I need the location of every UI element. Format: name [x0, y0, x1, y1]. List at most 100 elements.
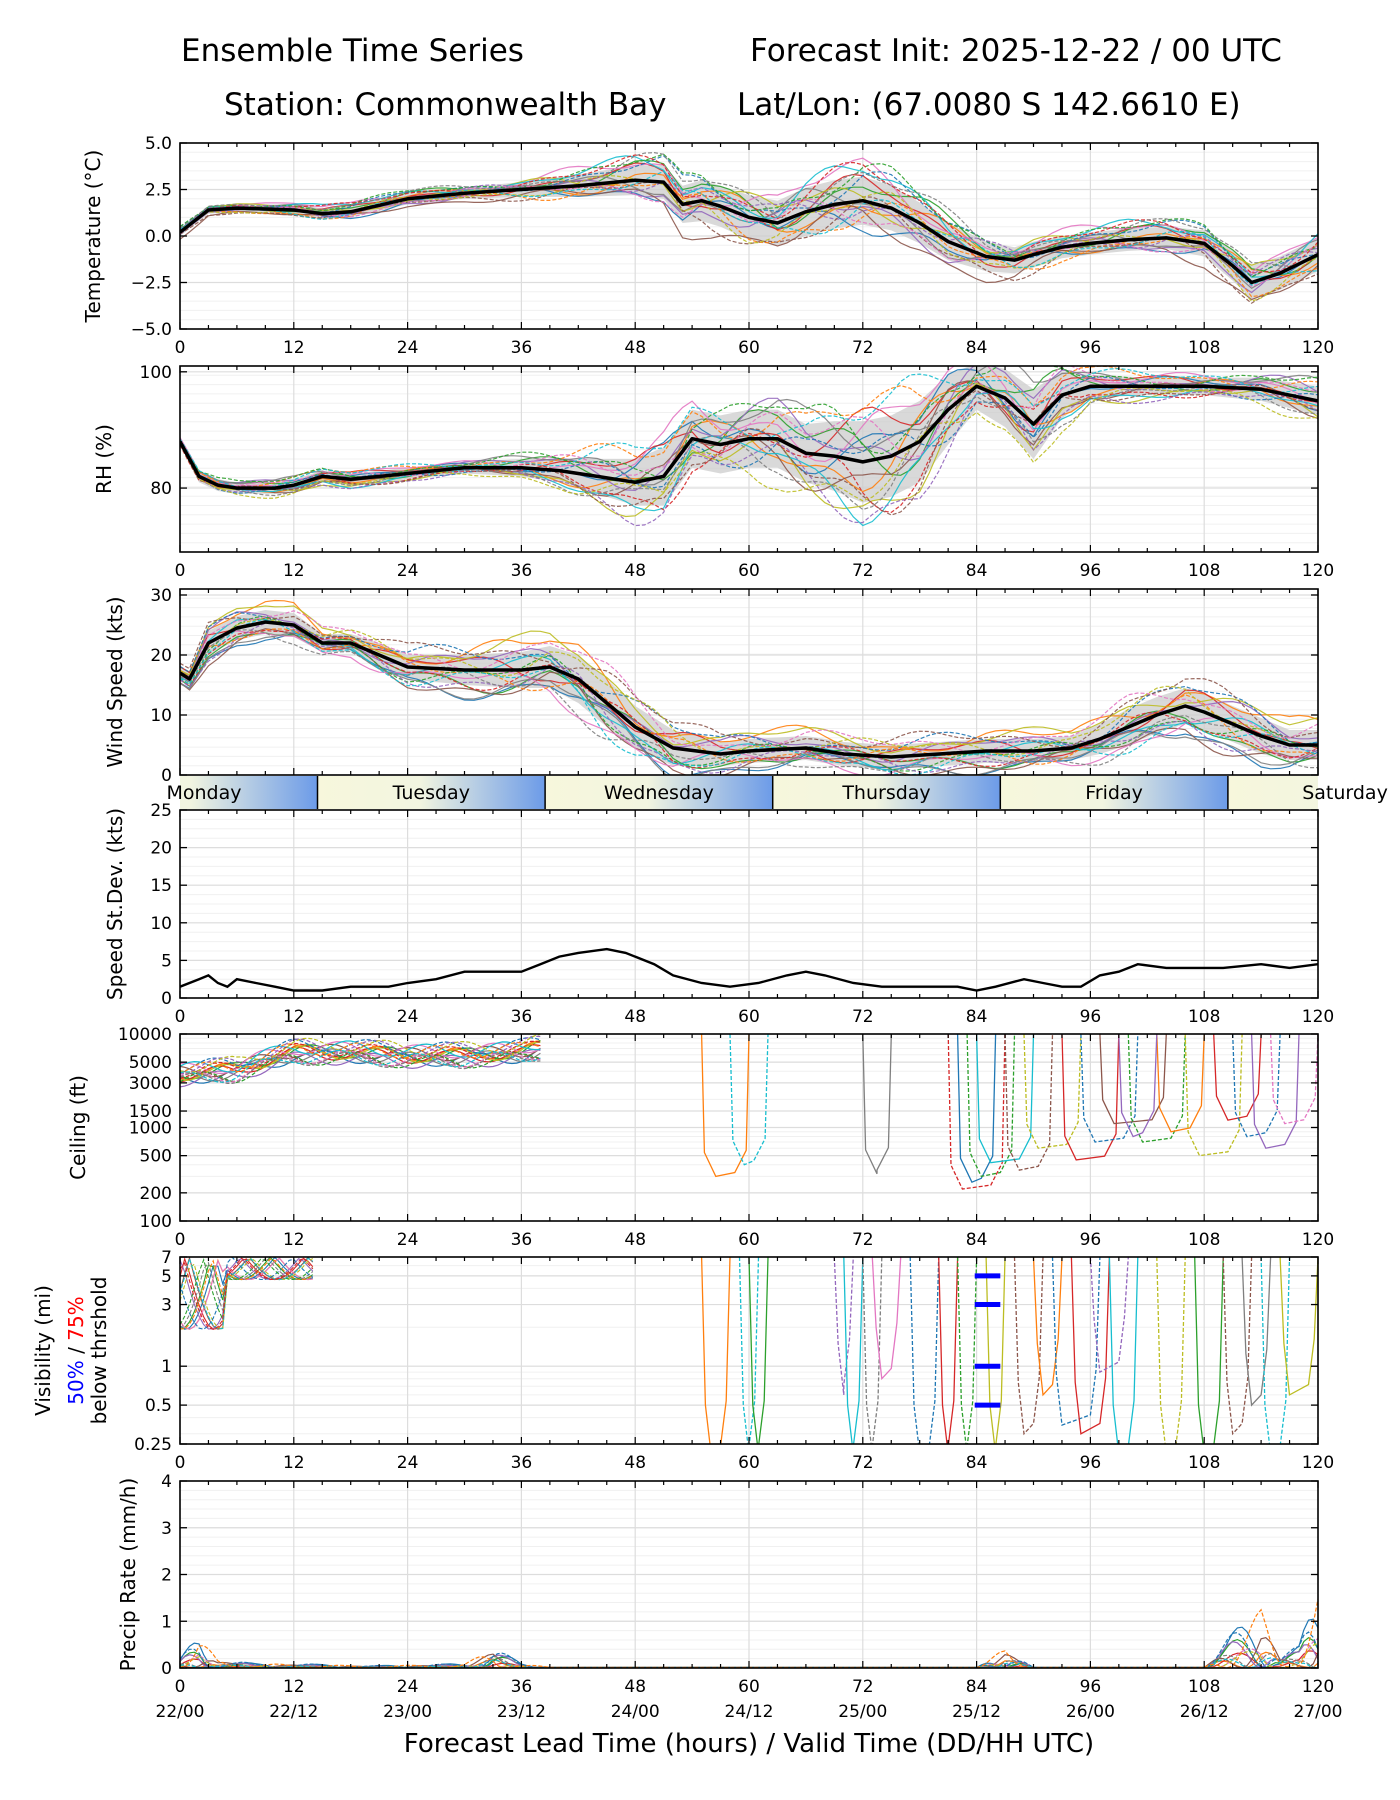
y-tick-label: 1500: [129, 1102, 172, 1122]
ensemble-member-line: [180, 1034, 541, 1074]
x-tick-label: 120: [1302, 1007, 1334, 1027]
ensemble-mean-line: [180, 178, 1318, 285]
y-tick-label: 80: [150, 479, 172, 499]
day-band: [1000, 776, 1228, 809]
y-tick-label: 3: [161, 1519, 172, 1539]
ensemble-member-line: [180, 180, 1318, 304]
panel-temp: −5.0 −2.5 0.0 2.5 5.0 0 12 24 36 48 60 72 84 96 108 120…: [81, 134, 1334, 358]
y-tick-label: 500: [140, 1147, 172, 1167]
grid-precip: [179, 1480, 1319, 1669]
ensemble-member-line: [180, 1051, 541, 1084]
ensemble-member-line: [180, 605, 1318, 754]
x-tick-label: 84: [966, 1677, 988, 1697]
x-tick-label: 12: [283, 1007, 305, 1027]
ensemble-member-line: [180, 383, 1318, 511]
ensemble-member-line: [180, 1049, 541, 1083]
ensemble-member-line: [180, 1050, 541, 1083]
y-tick-label: −5.0: [131, 320, 172, 340]
y-tick-label: 2: [161, 1566, 172, 1586]
x-tick-label: 72: [852, 561, 874, 581]
x-tick-label: 48: [624, 1677, 646, 1697]
x-tick-label: 60: [738, 1007, 760, 1027]
panel-rh: 80 100 0 12 24 36 48 60 72 84 96 108 120 RH (%): [92, 363, 1334, 581]
y-tick-label: 30: [150, 586, 172, 606]
y-axis-label: Speed St.Dev. (kts): [103, 808, 127, 1000]
ensemble-member-line: [180, 630, 1318, 775]
ensemble-member-line: [180, 628, 1318, 765]
ensemble-member-line: [180, 1035, 541, 1075]
valid-time-label: 26/12: [1180, 1702, 1229, 1722]
valid-time-label: 24/12: [725, 1702, 774, 1722]
ensemble-member-line: [180, 1037, 541, 1074]
valid-time-label: 23/12: [497, 1702, 546, 1722]
title-right: Forecast Init: 2025-12-22 / 00 UTC: [750, 33, 1282, 69]
ensemble-member-line: [180, 599, 1318, 752]
x-tick-label: 72: [852, 1453, 874, 1473]
x-tick-label: 0: [175, 1453, 186, 1473]
ensemble-member-ceiling-dip: [947, 1034, 1006, 1190]
x-tick-label: 120: [1302, 1230, 1334, 1250]
y-tick-label: 0: [161, 989, 172, 1009]
y-tick-label: 20: [150, 646, 172, 666]
ensemble-member-ceiling-dip: [1023, 1034, 1082, 1149]
x-tick-label: 60: [738, 1230, 760, 1250]
x-tick-label: 48: [624, 1007, 646, 1027]
ensemble-member-line: [180, 610, 1318, 753]
x-tick-label: 24: [397, 561, 419, 581]
x-tick-label: 24: [397, 1230, 419, 1250]
x-axis-title: Forecast Lead Time (hours) / Valid Time …: [404, 1729, 1094, 1759]
x-tick-label: 12: [283, 1453, 305, 1473]
x-tick-label: 96: [1080, 1007, 1102, 1027]
x-tick-label: 24: [397, 1007, 419, 1027]
y-tick-label: 20: [150, 839, 172, 859]
valid-time-label: 27/00: [1294, 1702, 1343, 1722]
x-tick-label: 12: [283, 1230, 305, 1250]
threshold-50-label: 50%: [64, 1360, 88, 1404]
x-tick-label: 48: [624, 338, 646, 358]
ensemble-member-visibility-dip: [1108, 1257, 1139, 1444]
y-tick-label: 5: [161, 1267, 172, 1287]
valid-time-label: 26/00: [1066, 1702, 1115, 1722]
x-tick-label: 0: [175, 1677, 186, 1697]
plot-area-ceiling: [180, 1034, 1318, 1190]
day-strip-bands: [180, 776, 1318, 809]
y-axis-label: RH (%): [92, 424, 116, 494]
ensemble-member-line: [180, 151, 1318, 267]
day-band: [1227, 776, 1318, 809]
y-tick-label: 3000: [129, 1074, 172, 1094]
y-tick-label: 25: [150, 801, 172, 821]
speed-stdev-line: [180, 947, 1318, 992]
ensemble-member-visibility-dip: [938, 1257, 959, 1444]
day-label: Wednesday: [604, 782, 714, 804]
ensemble-member-line: [180, 618, 1318, 756]
plot-area-visibility: [180, 1257, 1318, 1444]
ensemble-member-visibility-dip: [956, 1257, 978, 1444]
day-band: [545, 776, 773, 809]
y-tick-label: 7: [161, 1248, 172, 1268]
x-tick-label: 120: [1302, 1453, 1334, 1473]
ensemble-member-visibility-dip: [843, 1257, 864, 1444]
ensemble-member-ceiling-dip: [1250, 1034, 1300, 1149]
day-label: Thursday: [841, 782, 930, 804]
ensemble-member-visibility-dip: [1089, 1257, 1129, 1374]
ensemble-member-line: [180, 153, 1318, 278]
ensemble-member-line: [180, 1040, 541, 1079]
x-tick-label: 120: [1302, 561, 1334, 581]
x-tick-label: 72: [852, 1677, 874, 1697]
ensemble-member-visibility-dip: [1241, 1257, 1272, 1407]
x-tick-label: 84: [966, 338, 988, 358]
x-tick-label: 96: [1080, 1453, 1102, 1473]
y-tick-label: 0.0: [145, 227, 172, 247]
ensemble-member-visibility-dip: [909, 1257, 940, 1444]
ensemble-member-visibility-dip: [1032, 1257, 1063, 1397]
y-tick-label: −2.5: [131, 274, 172, 294]
x-tick-label: 84: [966, 1453, 988, 1473]
y-tick-label: 5.0: [145, 134, 172, 154]
ensemble-member-visibility-dip: [985, 1257, 1006, 1444]
ensemble-member-line: [180, 366, 1318, 488]
ensemble-member-ceiling-dip: [729, 1034, 769, 1166]
x-tick-label: 84: [966, 1230, 988, 1250]
x-tick-label: 24: [397, 1677, 419, 1697]
ensemble-member-ceiling-dip: [862, 1034, 892, 1175]
ensemble-member-ceiling-dip: [1127, 1034, 1186, 1143]
